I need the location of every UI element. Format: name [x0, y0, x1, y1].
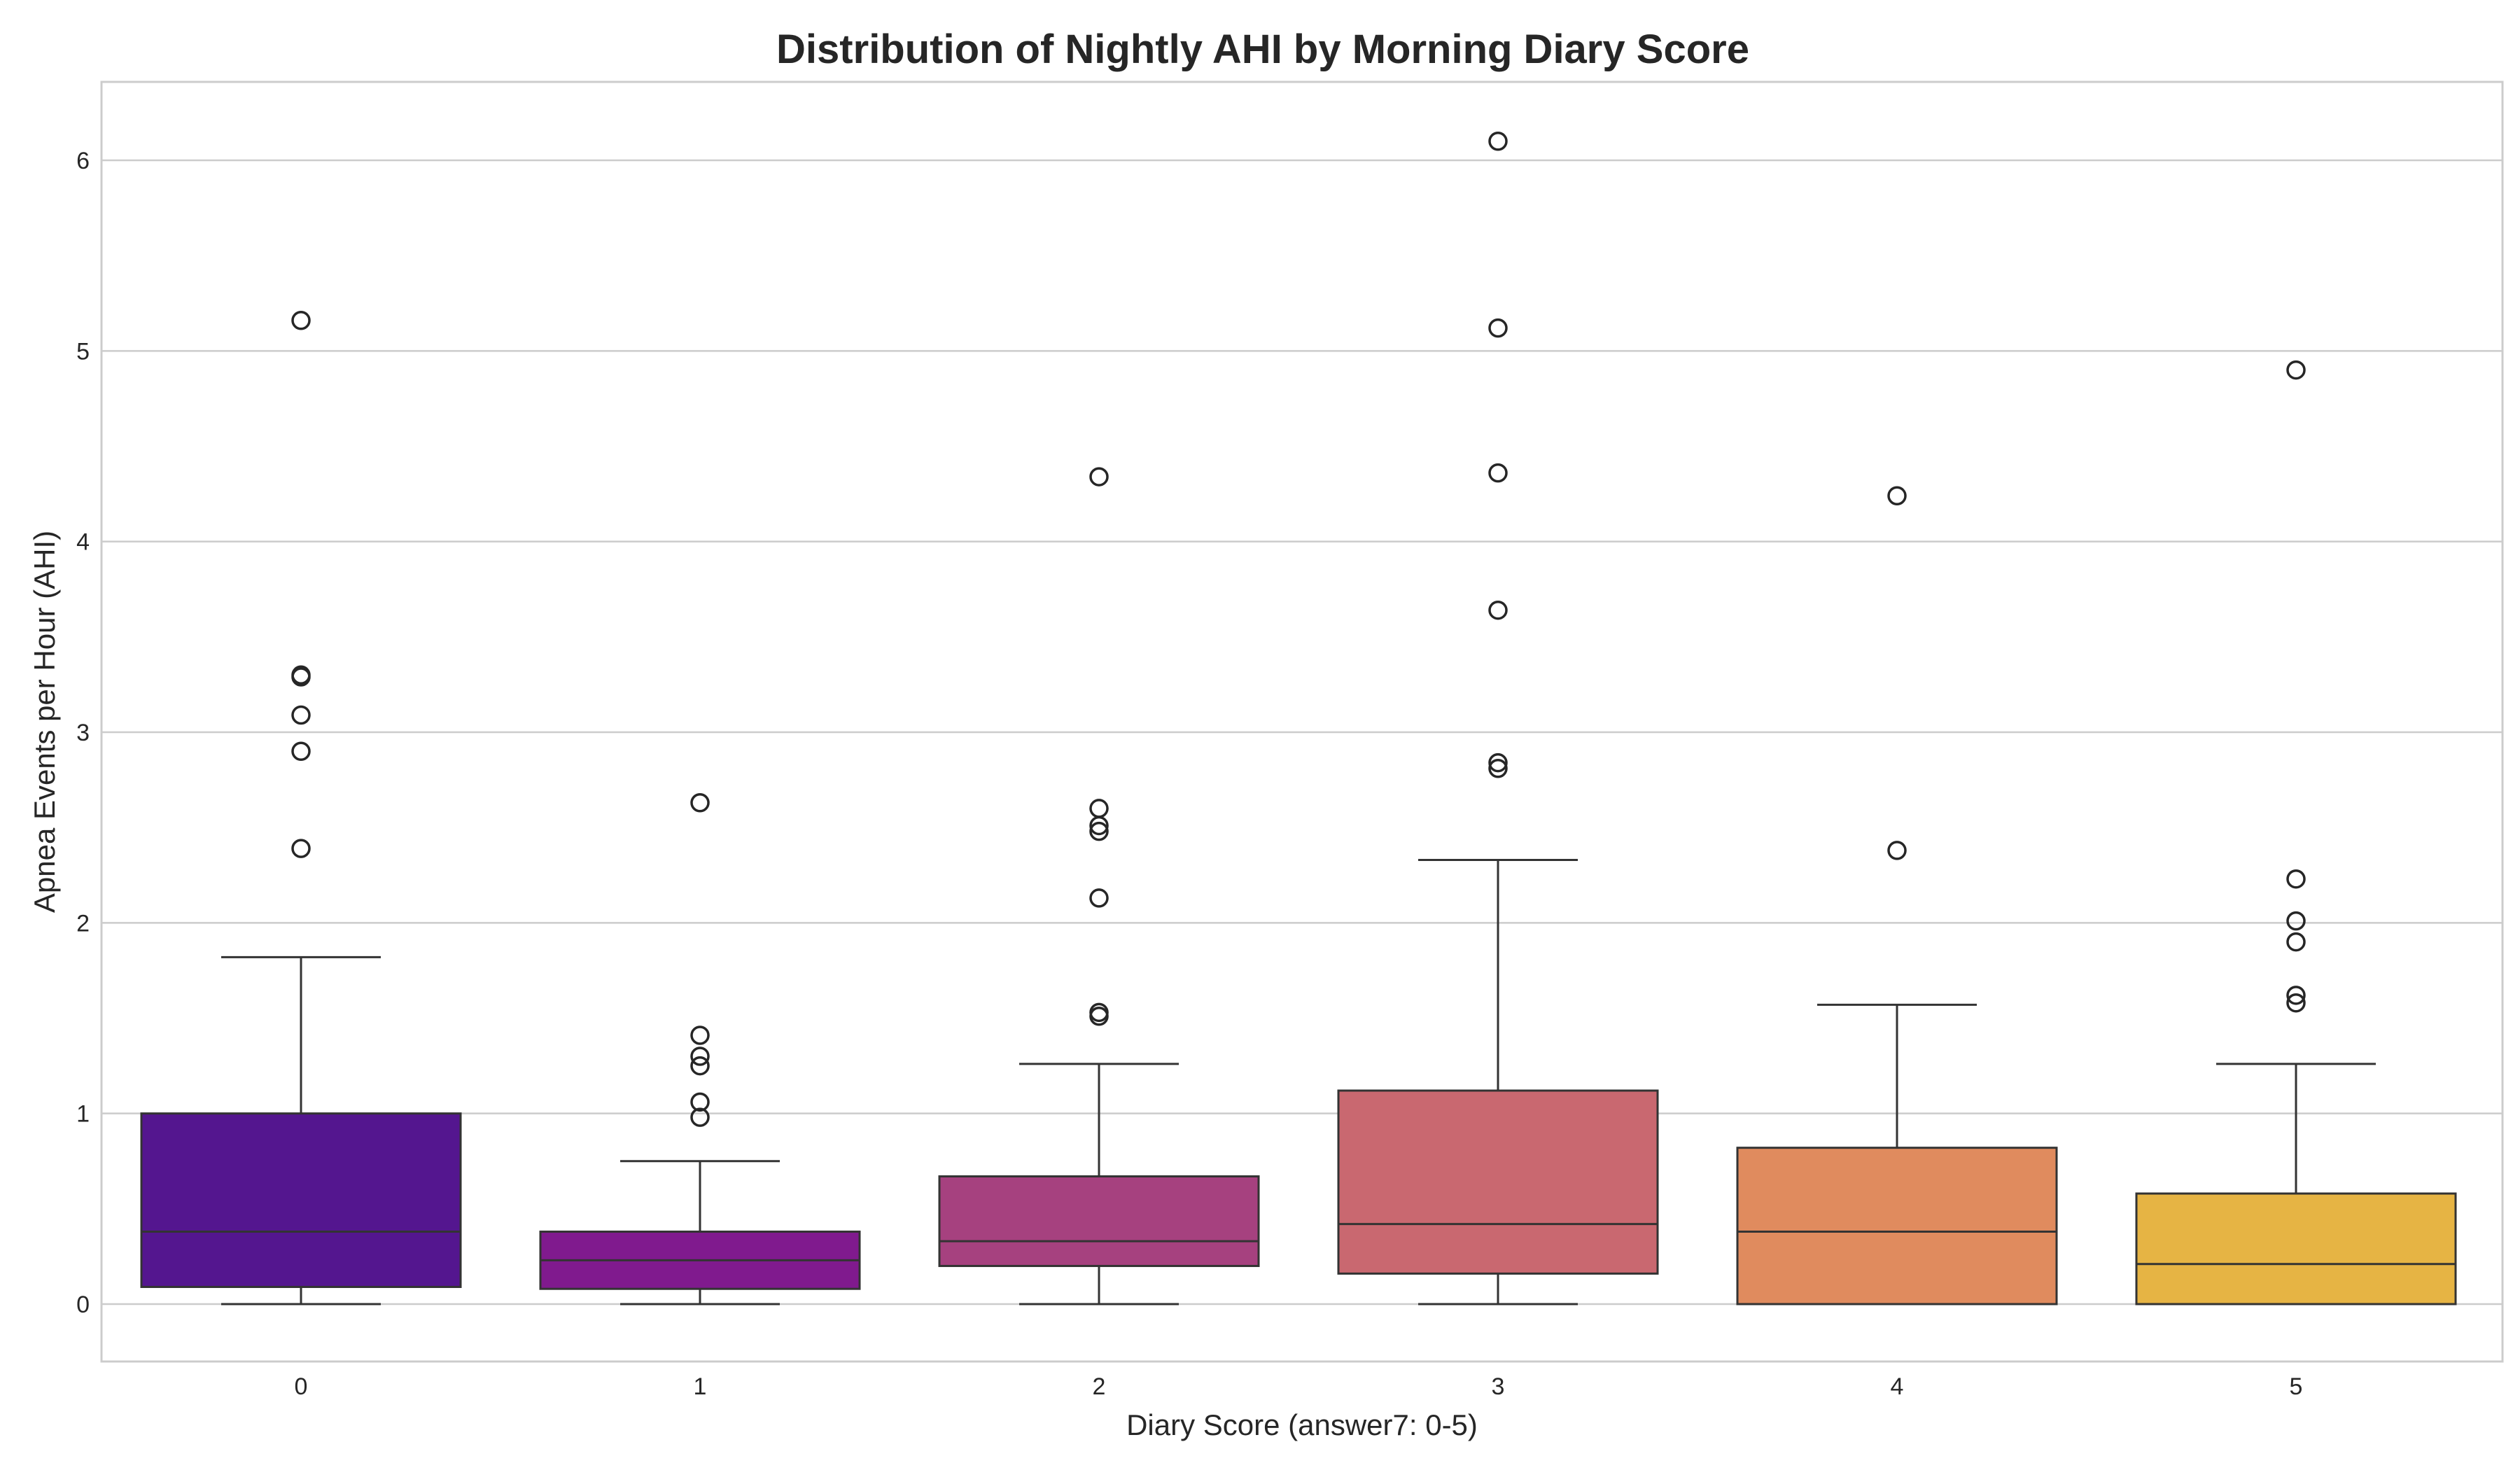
outlier-point — [1488, 463, 1508, 483]
outlier-point — [291, 839, 311, 858]
outlier-point — [291, 741, 311, 761]
x-tick-label: 5 — [2290, 1373, 2303, 1400]
box-iqr — [1736, 1147, 2058, 1306]
box-group-1 — [539, 793, 861, 1306]
box-iqr — [1337, 1089, 1659, 1275]
outlier-point — [1887, 841, 1907, 860]
y-axis-label: Apnea Events per Hour (AHI) — [28, 531, 61, 913]
box-group-4 — [1736, 486, 2058, 1306]
x-tick-label: 4 — [1891, 1373, 1904, 1400]
y-axis-ticks: 0 1 2 3 4 5 6 — [76, 148, 90, 1318]
box-iqr — [140, 1112, 462, 1288]
outlier-point — [291, 311, 311, 330]
y-tick-label: 4 — [76, 529, 90, 556]
outlier-point — [1089, 821, 1109, 841]
outlier-point — [690, 1046, 710, 1066]
outlier-point — [1887, 486, 1907, 506]
x-tick-label: 0 — [295, 1373, 308, 1400]
outlier-point — [2286, 986, 2306, 1005]
plot-frame — [100, 80, 2504, 1363]
outlier-point — [690, 1056, 710, 1076]
box-group-3 — [1337, 132, 1659, 1306]
outlier-point — [690, 1107, 710, 1127]
outlier-point — [1089, 1002, 1109, 1023]
outlier-point — [2286, 869, 2306, 889]
outlier-point — [1488, 758, 1508, 778]
box-iqr — [938, 1175, 1260, 1268]
outlier-point — [1488, 318, 1508, 338]
outlier-point — [1488, 600, 1508, 620]
outlier-point — [690, 1092, 710, 1112]
y-tick-label: 0 — [76, 1292, 90, 1318]
x-tick-label: 2 — [1093, 1373, 1106, 1400]
outlier-point — [2286, 360, 2306, 380]
outlier-point — [1089, 1007, 1109, 1026]
y-tick-label: 5 — [76, 338, 90, 365]
x-tick-label: 3 — [1492, 1373, 1505, 1400]
outlier-point — [1089, 888, 1109, 908]
outlier-point — [291, 665, 311, 685]
boxes — [140, 132, 2457, 1306]
chart-title: Distribution of Nightly AHI by Morning D… — [776, 27, 1749, 72]
y-tick-label: 3 — [76, 720, 90, 746]
outlier-point — [1089, 799, 1109, 818]
outlier-point — [1488, 752, 1508, 773]
x-axis-label: Diary Score (answer7: 0-5) — [1126, 1408, 1478, 1441]
gridlines — [102, 159, 2502, 1306]
outlier-point — [1089, 467, 1109, 486]
outlier-point — [2286, 993, 2306, 1013]
box-iqr — [2135, 1192, 2457, 1306]
x-axis-ticks: 0 1 2 3 4 5 — [295, 1373, 2303, 1400]
x-tick-label: 1 — [694, 1373, 707, 1400]
outlier-point — [2286, 932, 2306, 952]
y-tick-label: 1 — [76, 1101, 90, 1128]
box-group-2 — [938, 467, 1260, 1306]
outlier-point — [690, 1026, 710, 1045]
box-group-5 — [2135, 360, 2457, 1306]
outlier-point — [2286, 911, 2306, 931]
outlier-point — [1488, 132, 1508, 151]
y-tick-label: 2 — [76, 910, 90, 937]
outlier-point — [690, 793, 710, 813]
box-group-0 — [140, 311, 462, 1306]
outlier-point — [291, 705, 311, 725]
y-tick-label: 6 — [76, 148, 90, 174]
